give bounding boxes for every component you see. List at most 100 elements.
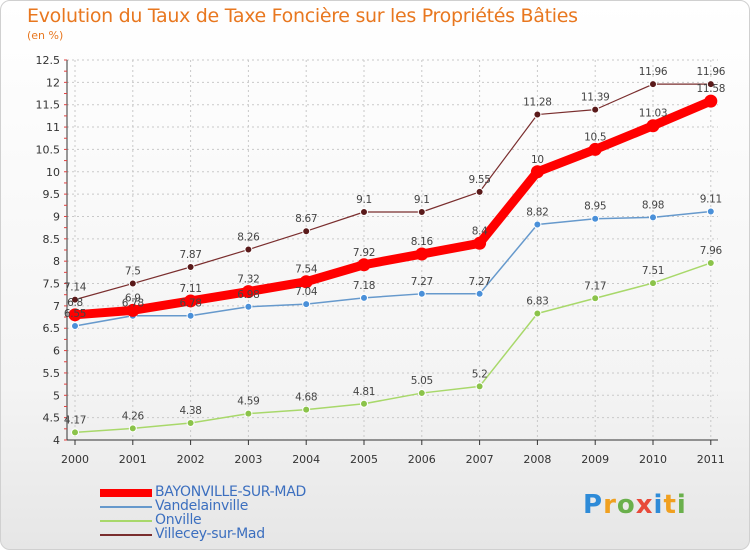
legend-label-bayonville: BAYONVILLE-SUR-MAD bbox=[155, 484, 306, 500]
data-label: 6.9 bbox=[125, 292, 141, 304]
data-point bbox=[186, 311, 195, 320]
logo-letter: x bbox=[635, 490, 654, 520]
data-point bbox=[415, 247, 429, 261]
legend-swatch-bayonville bbox=[100, 489, 152, 497]
data-label: 11.96 bbox=[697, 66, 726, 78]
data-label: 8.67 bbox=[295, 213, 317, 225]
data-point bbox=[649, 279, 657, 288]
data-point bbox=[302, 300, 311, 309]
data-label: 6.8 bbox=[67, 297, 83, 309]
y-tick-label: 10.5 bbox=[36, 143, 61, 156]
x-tick-label: 2008 bbox=[523, 453, 551, 466]
data-label: 7.18 bbox=[353, 280, 375, 292]
data-label: 8.4 bbox=[472, 225, 488, 237]
y-tick-label: 9 bbox=[53, 210, 60, 223]
data-point bbox=[706, 258, 715, 267]
y-tick-label: 5.5 bbox=[43, 367, 61, 380]
data-point bbox=[706, 80, 715, 89]
data-label: 8.98 bbox=[642, 199, 664, 211]
logo-letter: i bbox=[676, 490, 687, 520]
data-label: 4.59 bbox=[237, 396, 259, 408]
data-label: 7.87 bbox=[180, 249, 202, 261]
series-line bbox=[74, 210, 711, 327]
data-point bbox=[646, 119, 660, 133]
data-label: 6.55 bbox=[64, 308, 86, 320]
data-point bbox=[417, 389, 426, 398]
y-tick-label: 11 bbox=[46, 121, 60, 134]
data-point bbox=[649, 213, 657, 222]
data-point bbox=[530, 165, 544, 179]
data-point bbox=[533, 309, 542, 318]
data-point bbox=[473, 236, 487, 250]
series-line bbox=[74, 262, 712, 434]
data-point bbox=[302, 227, 311, 236]
legend-label-onville: Onville bbox=[155, 512, 202, 528]
data-label: 4.26 bbox=[122, 410, 145, 422]
y-tick-label: 7 bbox=[53, 300, 60, 313]
legend-label-vandelainville: Vandelainville bbox=[155, 498, 249, 514]
data-label: 8.16 bbox=[411, 236, 434, 248]
x-tick-label: 2003 bbox=[234, 453, 262, 466]
data-point bbox=[704, 94, 718, 108]
data-label: 7.11 bbox=[180, 283, 202, 295]
data-label: 4.17 bbox=[64, 414, 86, 426]
x-tick-label: 2010 bbox=[639, 453, 667, 466]
data-label: 7.51 bbox=[642, 265, 664, 277]
data-point bbox=[591, 105, 600, 114]
x-tick-label: 2000 bbox=[61, 453, 89, 466]
y-tick-label: 6.5 bbox=[43, 322, 61, 335]
y-tick-label: 4.5 bbox=[43, 412, 61, 425]
y-tick-label: 8 bbox=[53, 255, 60, 268]
x-tick-label: 2009 bbox=[581, 453, 609, 466]
data-point bbox=[184, 294, 198, 308]
data-point bbox=[649, 80, 657, 89]
data-point bbox=[417, 289, 426, 298]
series-line bbox=[74, 96, 713, 320]
data-label: 10 bbox=[531, 154, 544, 166]
data-point bbox=[244, 245, 253, 254]
logo-letter: P bbox=[583, 490, 604, 520]
data-point bbox=[244, 302, 253, 311]
data-label: 7.27 bbox=[411, 276, 433, 288]
data-point bbox=[357, 258, 371, 272]
data-point bbox=[71, 322, 79, 330]
data-label: 9.1 bbox=[356, 194, 372, 206]
logo-letter: i bbox=[653, 490, 664, 520]
x-tick-label: 2005 bbox=[350, 453, 378, 466]
data-point bbox=[533, 110, 542, 119]
data-point bbox=[186, 419, 195, 428]
data-point bbox=[71, 295, 79, 304]
data-point bbox=[128, 424, 137, 433]
data-label: 7.96 bbox=[700, 245, 723, 257]
proxiti-logo: Proxiti bbox=[583, 490, 687, 520]
y-tick-label: 5 bbox=[53, 389, 60, 402]
data-label: 5.05 bbox=[411, 375, 433, 387]
y-tick-label: 12 bbox=[46, 76, 60, 89]
data-label: 4.68 bbox=[295, 392, 317, 404]
x-tick-label: 2006 bbox=[408, 453, 436, 466]
legend-swatch-onville bbox=[100, 520, 152, 522]
data-label: 4.81 bbox=[353, 386, 375, 398]
data-label: 8.26 bbox=[237, 232, 260, 244]
data-label: 8.82 bbox=[526, 207, 548, 219]
y-tick-label: 8.5 bbox=[43, 233, 61, 246]
data-point bbox=[126, 303, 140, 317]
y-tick-label: 7.5 bbox=[43, 278, 61, 291]
data-point bbox=[68, 308, 82, 322]
chart-subtitle: (en %) bbox=[27, 29, 64, 42]
data-point bbox=[706, 207, 715, 216]
data-point bbox=[591, 294, 600, 303]
x-tick-label: 2004 bbox=[292, 453, 320, 466]
data-point bbox=[360, 399, 368, 408]
y-tick-label: 10 bbox=[46, 166, 60, 179]
data-label: 7.92 bbox=[353, 247, 375, 259]
data-label: 8.95 bbox=[584, 201, 606, 213]
x-tick-label: 2011 bbox=[697, 453, 725, 466]
data-label: 9.11 bbox=[700, 194, 722, 206]
data-point bbox=[475, 382, 484, 391]
logo-letter: t bbox=[663, 490, 677, 520]
y-tick-label: 4 bbox=[53, 434, 60, 447]
logo-letter: o bbox=[616, 490, 636, 520]
data-label: 7.32 bbox=[237, 274, 259, 286]
